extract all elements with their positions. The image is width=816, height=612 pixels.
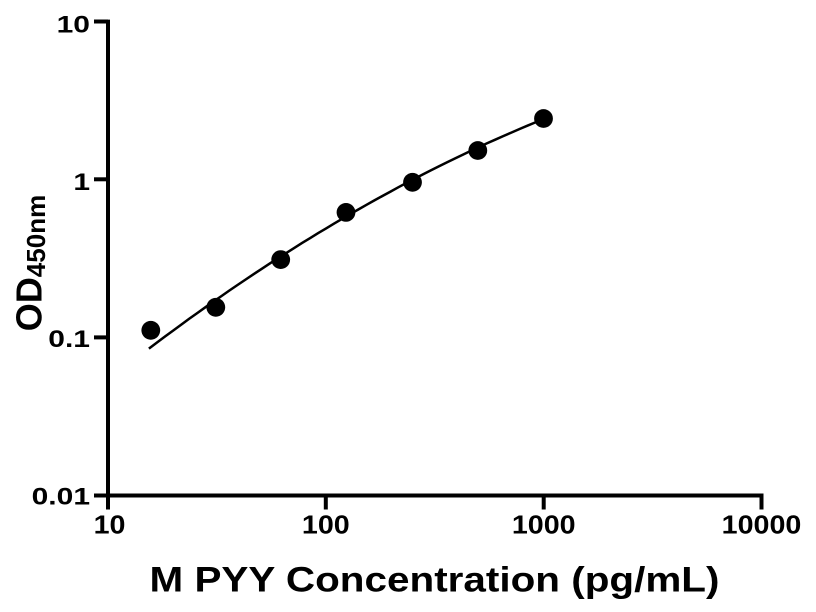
- svg-text:0.01: 0.01: [32, 482, 90, 509]
- svg-text:10: 10: [94, 510, 126, 539]
- svg-text:10000: 10000: [722, 510, 802, 539]
- svg-text:0.1: 0.1: [48, 325, 90, 352]
- svg-text:M PYY Concentration (pg/mL): M PYY Concentration (pg/mL): [150, 561, 720, 600]
- svg-text:100: 100: [302, 510, 350, 539]
- svg-text:10: 10: [57, 10, 90, 37]
- svg-text:1000: 1000: [512, 510, 576, 539]
- svg-text:1: 1: [73, 168, 90, 195]
